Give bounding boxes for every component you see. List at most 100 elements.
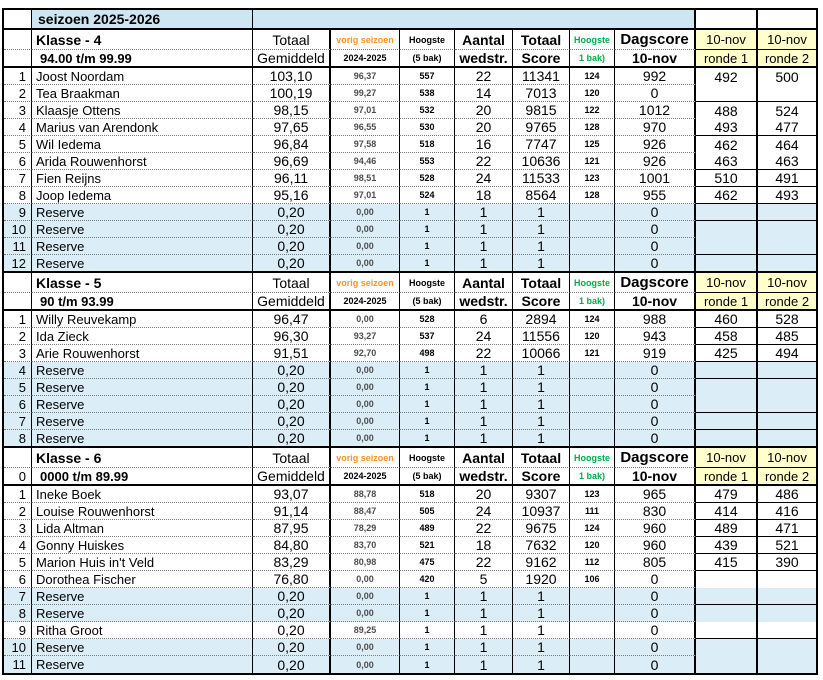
header-wedstr: wedstr. (455, 468, 513, 486)
header-wedstr: wedstr. (455, 293, 513, 311)
matches-count-cell: 1 (455, 362, 513, 379)
dayscore-cell: 992 (615, 68, 696, 85)
highest-5bak-cell: 557 (400, 68, 455, 85)
row-number: 7 (4, 588, 32, 605)
round1-cell: 479 (696, 486, 758, 503)
dayscore-cell: 0 (615, 622, 696, 639)
player-row: 4 Marius van Arendonk 97,65 96,55 530 20 9765 1… (4, 119, 816, 136)
highest-5bak-cell: 1 (400, 588, 455, 605)
highest-5bak-cell: 1 (400, 605, 455, 622)
season-average-cell: 0,20 (253, 413, 331, 430)
reserve-row: 7 Reserve 0,20 0,00 1 1 1 0 (4, 588, 816, 605)
player-row: 6 Dorothea Fischer 76,80 0,00 420 5 1920 106 0 (4, 571, 816, 588)
reserve-row: 11 Reserve 0,20 0,00 1 1 1 0 (4, 656, 816, 673)
header-hoogste-1bak: Hoogste (570, 273, 615, 293)
row-number: 9 (4, 204, 32, 221)
highest-5bak-cell: 537 (400, 328, 455, 345)
header-vorig-seizoen: vorig seizoen (331, 448, 400, 468)
round1-cell: 415 (696, 554, 758, 571)
highest-1bak-cell (570, 430, 615, 448)
highest-5bak-cell: 1 (400, 362, 455, 379)
row-number: 6 (4, 396, 32, 413)
highest-1bak-cell (570, 622, 615, 639)
matches-count-cell: 16 (455, 136, 513, 153)
season-average-cell: 96,69 (253, 153, 331, 170)
header-hoogste-1bak: Hoogste (570, 30, 615, 50)
previous-season-cell: 0,00 (331, 204, 400, 221)
matches-count-cell: 20 (455, 486, 513, 503)
header-hoogste-1bak: Hoogste (570, 448, 615, 468)
highest-5bak-cell: 521 (400, 537, 455, 554)
row-number: 5 (4, 136, 32, 153)
player-row: 5 Wil Iedema 96,84 97,58 518 16 7747 125 926 462 4… (4, 136, 816, 153)
dayscore-cell: 0 (615, 571, 696, 588)
range-label: 90 t/m 93.99 (32, 293, 253, 311)
season-average-cell: 87,95 (253, 520, 331, 537)
dayscore-cell: 1001 (615, 170, 696, 187)
highest-5bak-cell: 1 (400, 238, 455, 255)
highest-5bak-cell: 475 (400, 554, 455, 571)
round2-cell (758, 238, 816, 255)
row-number: 11 (4, 238, 32, 255)
total-score-cell: 7747 (513, 136, 570, 153)
round2-cell: 485 (758, 328, 816, 345)
header-wedstr: wedstr. (455, 50, 513, 68)
round2-cell (758, 204, 816, 221)
round2-cell (758, 639, 816, 656)
range-header-row: 94.00 t/m 99.99 Gemiddeld 2024-2025 (5 bak)… (4, 50, 816, 68)
round2-cell: 463 (758, 153, 816, 170)
reserve-label: Reserve (32, 238, 253, 255)
matches-count-cell: 1 (455, 255, 513, 273)
header-ronde-date-2: 10-nov (758, 30, 816, 50)
total-score-cell: 9765 (513, 119, 570, 136)
player-row: 3 Lida Altman 87,95 78,29 489 22 9675 124 960 489… (4, 520, 816, 537)
total-score-cell: 1 (513, 622, 570, 639)
round1-cell: 425 (696, 345, 758, 362)
matches-count-cell: 22 (455, 554, 513, 571)
round2-cell: 390 (758, 554, 816, 571)
dayscore-cell: 0 (615, 396, 696, 413)
previous-season-cell: 88,47 (331, 503, 400, 520)
player-row: 2 Louise Rouwenhorst 91,14 88,47 505 24 10937 1… (4, 503, 816, 520)
previous-season-cell: 78,29 (331, 520, 400, 537)
player-row: 3 Arie Rouwenhorst 91,51 92,70 498 22 10066 121… (4, 345, 816, 362)
total-score-cell: 1 (513, 362, 570, 379)
highest-5bak-cell: 1 (400, 379, 455, 396)
header-totaal-score: Totaal (513, 273, 570, 293)
round1-cell: 458 (696, 328, 758, 345)
total-score-cell: 1920 (513, 571, 570, 588)
highest-1bak-cell: 120 (570, 537, 615, 554)
highest-1bak-cell: 123 (570, 486, 615, 503)
season-average-cell: 93,07 (253, 486, 331, 503)
total-score-cell: 1 (513, 413, 570, 430)
row-number: 7 (4, 170, 32, 187)
previous-season-cell: 0,00 (331, 656, 400, 673)
season-average-cell: 96,11 (253, 170, 331, 187)
total-score-cell: 1 (513, 255, 570, 273)
round1-cell (696, 656, 758, 673)
round1-cell (696, 430, 758, 448)
player-row: 1 Willy Reuvekamp 96,47 0,00 528 6 2894 124 988 4… (4, 311, 816, 328)
highest-1bak-cell (570, 656, 615, 673)
previous-season-cell: 97,01 (331, 102, 400, 119)
row-number: 3 (4, 520, 32, 537)
matches-count-cell: 1 (455, 238, 513, 255)
player-name: Ida Zieck (32, 328, 253, 345)
header-totaal: Totaal (253, 448, 331, 468)
dayscore-cell: 0 (615, 221, 696, 238)
player-name: Gonny Huiskes (32, 537, 253, 554)
row-number: 2 (4, 328, 32, 345)
round2-cell: 521 (758, 537, 816, 554)
row-number-header (4, 30, 32, 50)
highest-1bak-cell: 106 (570, 571, 615, 588)
total-score-cell: 11341 (513, 68, 570, 85)
reserve-row: 10 Reserve 0,20 0,00 1 1 1 0 (4, 639, 816, 656)
round2-cell (758, 255, 816, 273)
highest-5bak-cell: 1 (400, 221, 455, 238)
previous-season-cell: 94,46 (331, 153, 400, 170)
player-name: Arida Rouwenhorst (32, 153, 253, 170)
season-average-cell: 96,84 (253, 136, 331, 153)
row-number: 10 (4, 221, 32, 238)
total-score-cell: 1 (513, 605, 570, 622)
player-name: Ritha Groot (32, 622, 253, 639)
